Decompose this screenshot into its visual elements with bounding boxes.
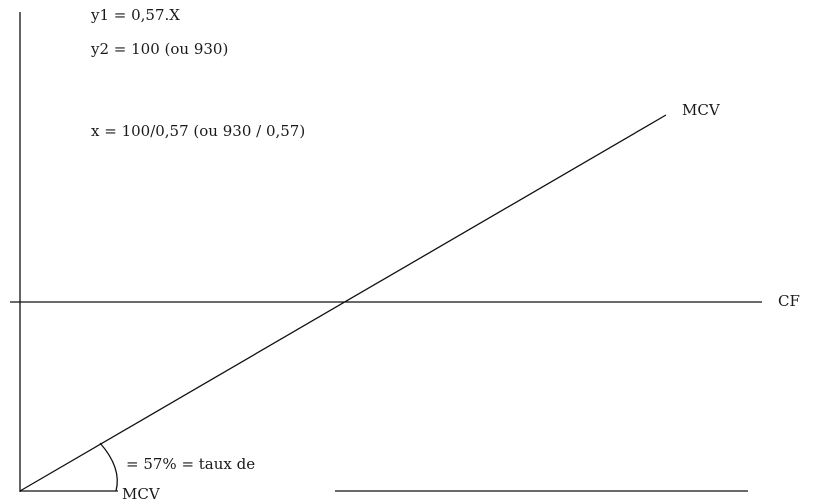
mcv-line [19, 114, 667, 492]
formula-y1: y1 = 0,57.X [91, 6, 180, 24]
angle-arc [99, 442, 118, 492]
formula-y2: y2 = 100 (ou 930) [91, 40, 229, 58]
formula-x: x = 100/0,57 (ou 930 / 0,57) [91, 122, 306, 140]
mcv-line-label: MCV [682, 101, 720, 119]
angle-label-mcv: MCV [122, 485, 160, 503]
angle-label: = 57% = taux de [126, 455, 256, 473]
cf-line-label: CF [778, 292, 800, 310]
